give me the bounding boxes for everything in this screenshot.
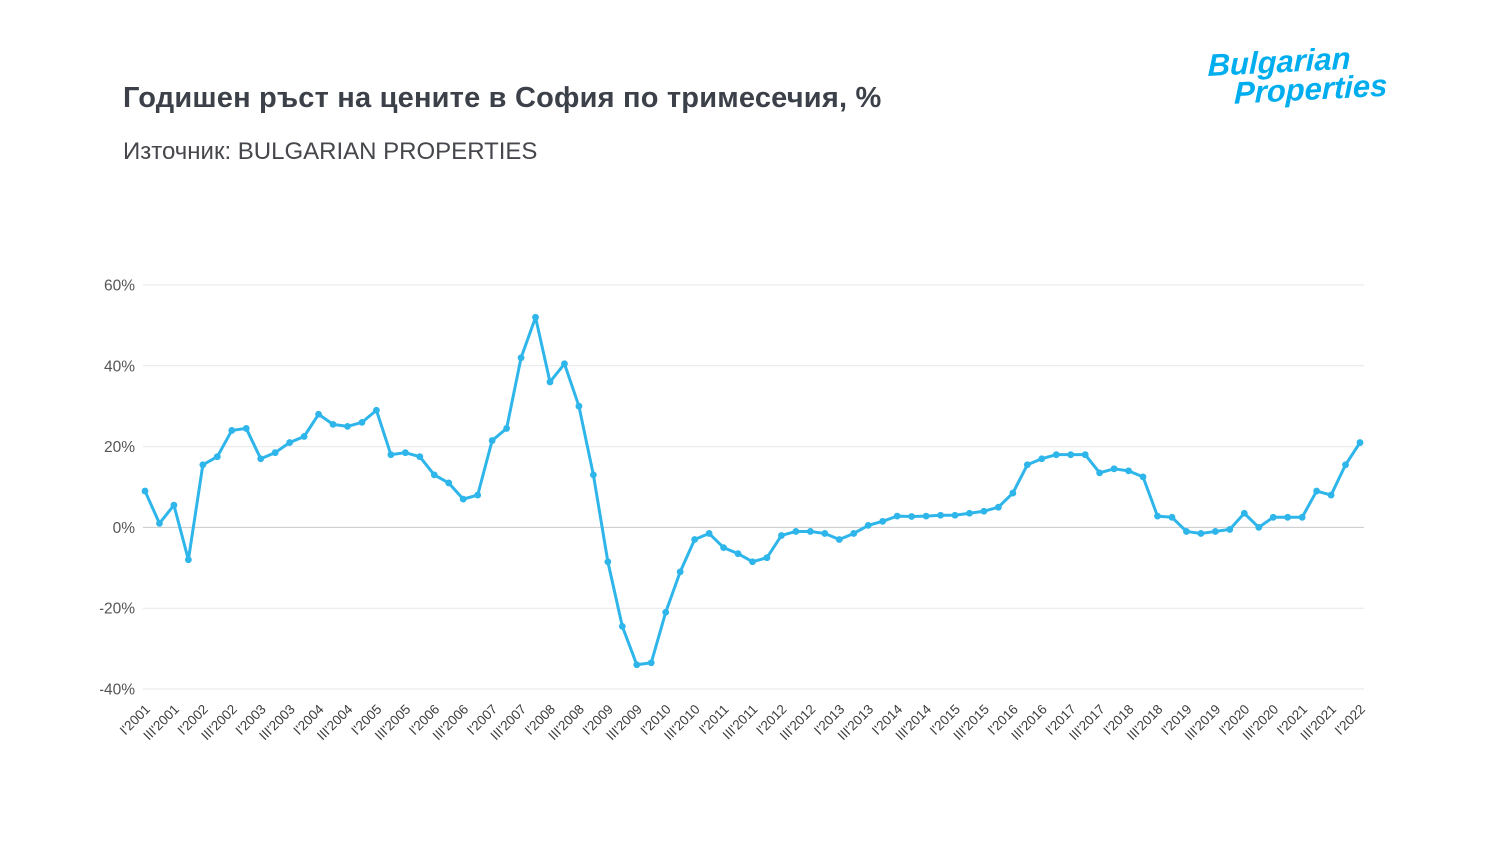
data-point	[633, 661, 641, 669]
data-point	[1139, 473, 1147, 481]
data-point	[604, 558, 612, 566]
data-point	[1154, 512, 1161, 520]
logo-line2: Properties	[1233, 67, 1388, 111]
data-point	[720, 544, 727, 551]
data-point	[1067, 451, 1075, 459]
data-point	[951, 511, 959, 519]
data-point	[922, 512, 930, 520]
data-point	[459, 495, 467, 503]
data-point	[1313, 487, 1321, 495]
data-point	[344, 423, 351, 430]
data-point	[1009, 489, 1017, 497]
data-point	[373, 406, 380, 414]
data-point	[315, 410, 322, 418]
data-point	[257, 455, 265, 463]
chart-title: Годишен ръст на цените в София по тримес…	[123, 82, 882, 114]
data-point	[358, 418, 366, 426]
y-tick-label: 40%	[104, 358, 135, 375]
data-point	[821, 530, 829, 537]
data-point	[170, 501, 178, 509]
data-point	[1168, 513, 1176, 521]
data-point	[199, 461, 207, 469]
data-point	[850, 530, 858, 537]
data-point	[734, 550, 742, 558]
data-point	[589, 471, 597, 479]
data-point	[561, 360, 568, 368]
data-point	[966, 509, 973, 517]
data-point	[1240, 509, 1248, 517]
data-point	[416, 453, 424, 461]
data-point	[691, 536, 699, 543]
data-point	[879, 517, 887, 525]
data-point	[1197, 530, 1205, 537]
series-line	[143, 315, 1362, 667]
data-point	[430, 471, 438, 479]
data-point	[575, 402, 583, 410]
data-point	[1211, 528, 1219, 535]
data-point	[141, 487, 149, 495]
data-point	[1327, 491, 1335, 499]
data-point	[835, 536, 843, 543]
data-point	[242, 425, 250, 432]
y-tick-label: 20%	[104, 439, 135, 456]
data-point	[864, 521, 872, 529]
data-point	[546, 378, 554, 386]
data-point	[806, 528, 814, 535]
data-point	[1255, 524, 1263, 531]
y-tick-label: 60%	[104, 278, 135, 295]
y-tick-label: -20%	[100, 601, 135, 618]
bulgarian-properties-logo: Bulgarian Properties	[1207, 41, 1388, 111]
data-point	[618, 622, 626, 630]
data-point	[763, 554, 771, 562]
data-point	[503, 425, 511, 432]
data-point	[300, 433, 308, 440]
data-point	[908, 513, 916, 520]
data-point	[1342, 461, 1349, 469]
data-point	[994, 503, 1002, 511]
data-point	[184, 556, 192, 564]
data-point	[792, 528, 800, 535]
data-point	[488, 437, 496, 444]
data-point	[1038, 455, 1046, 463]
data-point	[980, 507, 988, 515]
data-point	[387, 451, 395, 459]
data-point	[286, 439, 294, 446]
data-point	[401, 449, 409, 457]
data-point	[1023, 461, 1031, 469]
data-point	[474, 491, 482, 499]
data-point	[705, 530, 713, 537]
data-point	[749, 558, 756, 566]
data-point	[893, 512, 901, 520]
price-growth-line-chart: 60%40%20%0%-20%-40%I'2001III'2001I'2002I…	[100, 278, 1368, 744]
data-point	[662, 608, 670, 616]
data-point	[532, 313, 539, 321]
data-point	[517, 354, 525, 362]
data-point	[1052, 451, 1060, 459]
data-point	[156, 519, 163, 527]
data-point	[778, 532, 785, 539]
data-point	[1284, 513, 1292, 521]
data-point	[937, 511, 944, 519]
data-point	[1226, 526, 1234, 533]
data-point	[271, 449, 279, 457]
data-point	[1110, 465, 1118, 473]
x-tick-label: I'2022	[1332, 702, 1368, 738]
data-point	[676, 568, 684, 576]
data-point	[213, 453, 221, 461]
chart-source: Източник: BULGARIAN PROPERTIES	[123, 138, 538, 165]
data-point	[1096, 469, 1104, 477]
data-point	[1081, 451, 1089, 459]
y-tick-label: -40%	[100, 682, 135, 699]
data-point	[445, 479, 453, 487]
data-point	[1298, 513, 1306, 521]
data-point	[1183, 528, 1190, 535]
data-point	[329, 420, 337, 428]
data-point	[1356, 439, 1364, 446]
data-point	[1125, 467, 1132, 475]
data-point	[228, 427, 236, 434]
data-point	[1269, 513, 1277, 521]
y-tick-label: 0%	[113, 520, 136, 537]
data-point	[647, 659, 655, 667]
